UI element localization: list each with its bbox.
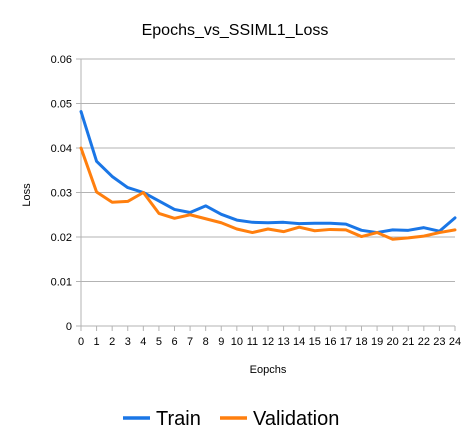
x-tick-label: 17 [340,336,352,348]
x-tick-label: 18 [355,336,367,348]
x-tick-label: 9 [218,336,224,348]
x-tick-label: 2 [109,336,115,348]
legend-label-train: Train [156,408,201,430]
x-tick-label: 5 [156,336,162,348]
x-tick-label: 1 [94,336,100,348]
y-tick-label: 0.04 [51,143,72,155]
x-tick-label: 16 [324,336,336,348]
series-lines [79,110,457,241]
x-tick-label: 14 [293,336,305,348]
y-tick-label: 0.02 [51,232,72,244]
x-tick-label: 0 [78,336,84,348]
y-axis-label: Loss [21,183,33,207]
x-tick-label: 4 [140,336,146,348]
axes: 00.010.020.030.040.050.060 1 2 3 4 5 6 7 8 9 10 11 1… [51,54,462,348]
x-tick-label: 22 [418,336,430,348]
x-tick-label: 23 [433,336,445,348]
x-tick-label: 7 [187,336,193,348]
chart-title: Epochs_vs_SSIML1_Loss [142,22,329,39]
legend-label-validation: Validation [253,408,339,430]
series-line-validation [79,146,457,241]
series-line-train [79,110,457,235]
x-tick-label: 24 [449,336,461,348]
y-tick-label: 0.01 [51,277,72,289]
x-tick-label: 11 [247,336,258,348]
x-tick-label: 20 [387,336,399,348]
legend: Train Validation [123,408,339,430]
x-tick-label: 3 [125,336,131,348]
x-axis-label: Eopchs [250,364,287,376]
x-tick-label: 21 [402,336,414,348]
x-tick-label: 15 [309,336,321,348]
x-tick-label: 13 [277,336,289,348]
x-tick-label: 10 [231,336,243,348]
y-tick-label: 0.06 [51,54,72,66]
y-tick-label: 0.05 [51,99,72,111]
x-tick-label: 6 [171,336,177,348]
y-tick-label: 0.03 [51,188,72,200]
x-tick-label: 12 [262,336,274,348]
x-tick-label: 19 [371,336,383,348]
grid [76,58,455,327]
y-tick-label: 0 [66,321,72,333]
x-tick-label: 8 [203,336,209,348]
